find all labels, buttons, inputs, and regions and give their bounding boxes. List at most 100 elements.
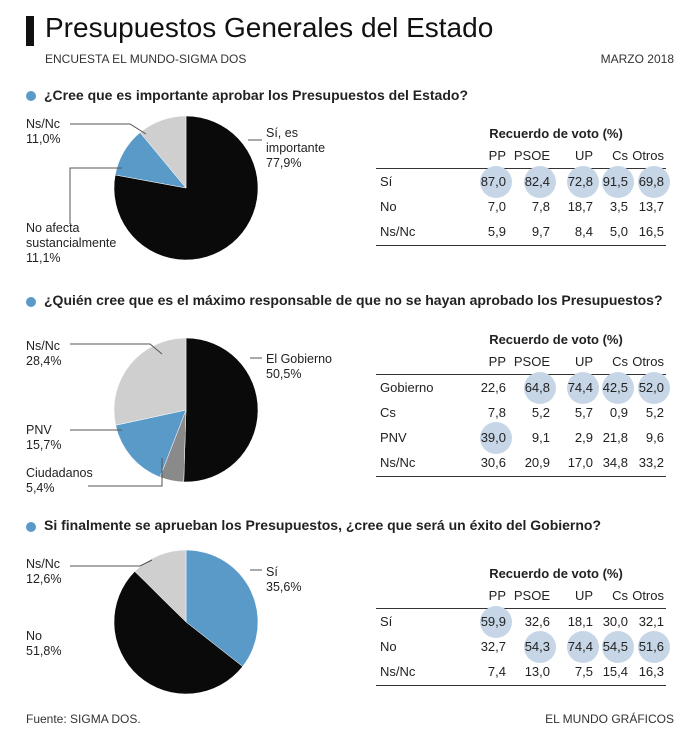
pie-slice — [113, 571, 243, 695]
pie-3-label-si: Sí 35,6% — [266, 565, 301, 595]
pie-2-label-ns-nc: Ns/Nc 28,4% — [26, 339, 61, 369]
pie-1-label-no-afecta: No afecta sustancialmente 11,1% — [26, 221, 136, 266]
row-label: No — [380, 639, 397, 654]
highlight-marker — [480, 166, 512, 198]
table-cell: 64,8 — [524, 380, 550, 395]
pie-1-label-important: Sí, es importante 77,9% — [266, 126, 376, 171]
slice-label: PNV — [26, 423, 52, 437]
highlight-marker — [524, 631, 556, 663]
question-bullet-icon — [26, 91, 36, 101]
row-label: Sí — [380, 174, 393, 189]
pie-chart-1 — [69, 115, 262, 261]
table-title: Recuerdo de voto (%) — [489, 332, 623, 347]
table-cell: 52,0 — [638, 380, 664, 395]
leader-line — [88, 458, 163, 487]
table-cell: 7,8 — [487, 405, 506, 420]
slice-label: Ns/Nc — [26, 557, 61, 571]
column-header: PP — [488, 148, 506, 163]
credit-note: EL MUNDO GRÁFICOS — [545, 712, 674, 726]
row-label: Gobierno — [380, 380, 434, 395]
table-cell: 22,6 — [480, 380, 506, 395]
slice-value: 11,0% — [26, 132, 61, 146]
vote-table-3: Recuerdo de voto (%) PP PSOE UP Cs Otros Sí 59,… — [376, 566, 670, 696]
table-divider — [376, 374, 666, 375]
pie-3-label-no: No 51,8% — [26, 629, 61, 659]
row-label: PNV — [380, 430, 407, 445]
column-header: Cs — [612, 588, 628, 603]
table-cell: 5,2 — [645, 405, 664, 420]
leader-line — [70, 559, 153, 567]
highlight-marker — [480, 606, 512, 638]
pie-slice — [134, 549, 187, 623]
slice-value: 11,1% — [26, 251, 61, 265]
table-cell: 21,8 — [602, 430, 628, 445]
source-note: Fuente: SIGMA DOS. — [26, 712, 141, 726]
pie-chart-3 — [70, 549, 262, 695]
page-title: Presupuestos Generales del Estado — [45, 12, 494, 43]
pie-2-label-pnv: PNV 15,7% — [26, 423, 61, 453]
table-cell: 5,9 — [487, 224, 506, 239]
column-header: UP — [574, 588, 593, 603]
table-cell: 59,9 — [480, 614, 506, 629]
highlight-marker — [567, 166, 599, 198]
pie-slice — [115, 409, 187, 478]
table-cell: 82,4 — [524, 174, 550, 189]
highlight-marker — [524, 166, 556, 198]
survey-section-1: ¿Cree que es importante aprobar los Pres… — [0, 0, 686, 280]
slice-value: 77,9% — [266, 156, 302, 170]
slice-label: Ciudadanos — [26, 466, 93, 480]
pie-chart-2 — [70, 337, 262, 487]
row-label: Sí — [380, 614, 393, 629]
table-cell: 30,6 — [480, 455, 506, 470]
column-header: PP — [488, 588, 506, 603]
row-label: Ns/Nc — [380, 664, 416, 679]
table-cell: 30,0 — [602, 614, 628, 629]
highlight-marker — [567, 631, 599, 663]
table-cell: 5,0 — [609, 224, 628, 239]
highlight-marker — [480, 422, 512, 454]
column-header: PSOE — [513, 588, 550, 603]
column-header: Cs — [612, 148, 628, 163]
table-cell: 5,2 — [531, 405, 550, 420]
pie-1-label-ns-nc: Ns/Nc 11,0% — [26, 117, 61, 147]
table-divider — [376, 608, 666, 609]
slice-value: 51,8% — [26, 644, 62, 658]
column-header: PP — [488, 354, 506, 369]
page-date: MARZO 2018 — [600, 52, 674, 66]
table-divider — [376, 685, 666, 686]
column-header: Cs — [612, 354, 628, 369]
row-label: Ns/Nc — [380, 455, 416, 470]
leader-line — [70, 343, 163, 355]
leader-line — [69, 167, 122, 224]
table-cell: 3,5 — [609, 199, 628, 214]
slice-label: Sí — [266, 565, 278, 579]
highlight-marker — [524, 372, 556, 404]
table-cell: 69,8 — [638, 174, 664, 189]
table-cell: 33,2 — [638, 455, 664, 470]
table-cell: 18,7 — [567, 199, 593, 214]
table-cell: 5,7 — [574, 405, 593, 420]
column-header: PSOE — [513, 148, 550, 163]
leader-line — [70, 123, 147, 135]
table-cell: 39,0 — [480, 430, 506, 445]
pie-slice — [183, 337, 259, 483]
table-cell: 7,0 — [487, 199, 506, 214]
column-header: UP — [574, 148, 593, 163]
column-header: Otros — [632, 354, 664, 369]
slice-value: 15,7% — [26, 438, 62, 452]
table-cell: 32,1 — [638, 614, 664, 629]
pie-slice — [139, 115, 187, 189]
slice-value: 50,5% — [266, 367, 302, 381]
table-cell: 9,7 — [531, 224, 550, 239]
vote-table-2: Recuerdo de voto (%) PP PSOE UP Cs Otros Gobie… — [376, 332, 670, 482]
table-cell: 20,9 — [524, 455, 550, 470]
table-cell: 7,8 — [531, 199, 550, 214]
table-title: Recuerdo de voto (%) — [489, 126, 623, 141]
table-cell: 54,5 — [602, 639, 628, 654]
table-cell: 32,6 — [524, 614, 550, 629]
question-bullet-icon — [26, 522, 36, 532]
table-cell: 16,5 — [638, 224, 664, 239]
table-cell: 51,6 — [638, 639, 664, 654]
table-cell: 42,5 — [602, 380, 628, 395]
table-cell: 15,4 — [602, 664, 628, 679]
